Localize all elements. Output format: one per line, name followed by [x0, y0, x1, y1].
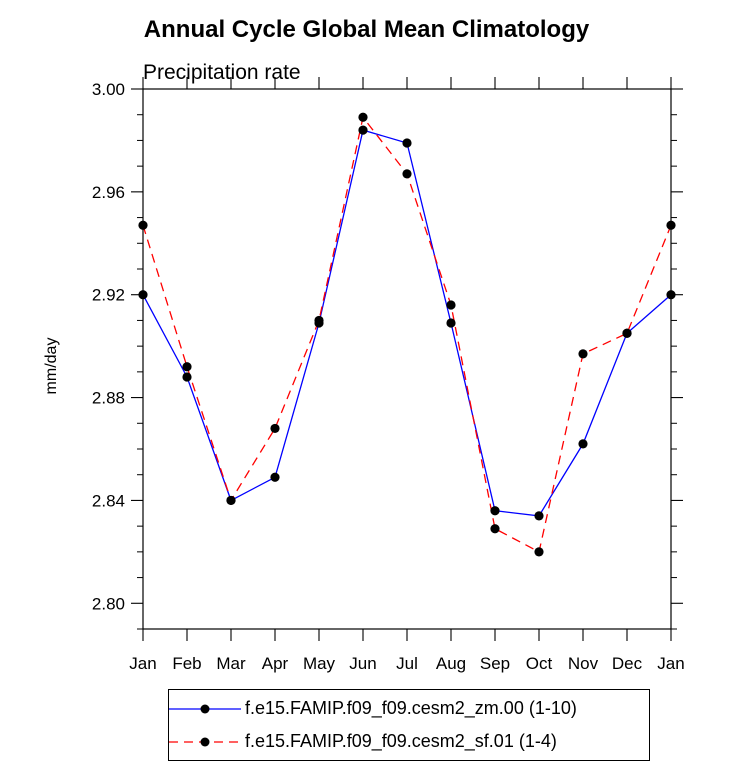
x-tick-label: Jan [657, 654, 684, 673]
y-tick-label: 2.92 [92, 286, 125, 305]
data-point-series-1 [182, 362, 192, 372]
x-tick-label: Jun [349, 654, 376, 673]
data-point-series-0 [402, 138, 412, 148]
data-point-series-0 [534, 511, 544, 521]
data-point-series-0 [138, 290, 148, 300]
legend: f.e15.FAMIP.f09_f09.cesm2_zm.00 (1-10) f… [168, 689, 650, 761]
x-tick-label: Jan [129, 654, 156, 673]
x-tick-label: Feb [172, 654, 201, 673]
data-point-series-0 [270, 472, 280, 482]
x-tick-label: Oct [526, 654, 553, 673]
chart-subtitle: Precipitation rate [143, 61, 301, 84]
legend-swatches [169, 704, 241, 747]
data-point-series-1 [358, 112, 368, 122]
data-point-series-1 [490, 524, 500, 534]
axis-ticks: 3.00 2.96 2.92 2.88 2.84 2.80 Jan Feb Mar Apr May J… [92, 77, 685, 673]
x-tick-label: Nov [568, 654, 599, 673]
legend-swatch-marker-zm [200, 704, 210, 714]
x-tick-label: Dec [612, 654, 643, 673]
data-point-series-1 [314, 315, 324, 326]
data-point-series-1 [270, 423, 280, 434]
data-point-series-1 [622, 328, 632, 338]
series-line-0 [142, 129, 672, 517]
data-point-series-1 [578, 349, 588, 359]
x-tick-label: Jul [396, 654, 418, 673]
y-tick-label: 2.88 [92, 389, 125, 408]
series-layer [138, 112, 676, 557]
x-tick-label: Sep [480, 654, 510, 673]
data-point-series-1 [666, 220, 676, 230]
chart-title: Annual Cycle Global Mean Climatology [143, 16, 590, 43]
x-tick-label: Aug [436, 654, 466, 673]
data-point-series-0 [358, 125, 368, 135]
legend-label-zm: f.e15.FAMIP.f09_f09.cesm2_zm.00 (1-10) [245, 698, 577, 718]
x-tick-label: Mar [216, 654, 246, 673]
data-point-series-1 [402, 169, 412, 179]
y-tick-label: 2.84 [92, 491, 125, 510]
data-point-series-1 [138, 220, 148, 230]
x-tick-label: Apr [262, 654, 289, 673]
data-point-series-0 [578, 439, 588, 449]
data-point-series-0 [666, 290, 676, 300]
data-point-series-1 [446, 300, 456, 310]
data-point-series-1 [534, 547, 544, 557]
y-tick-label: 3.00 [92, 80, 125, 99]
y-tick-label: 2.80 [92, 594, 125, 613]
data-point-series-0 [182, 372, 192, 382]
data-point-series-0 [446, 318, 456, 328]
y-tick-label: 2.96 [92, 183, 125, 202]
legend-swatch-marker-sf [200, 737, 210, 747]
series-line-1 [142, 115, 672, 553]
legend-label-sf: f.e15.FAMIP.f09_f09.cesm2_sf.01 (1-4) [245, 731, 557, 751]
x-tick-label: May [303, 654, 336, 673]
data-point-series-1 [226, 495, 236, 506]
data-point-series-0 [490, 506, 500, 516]
